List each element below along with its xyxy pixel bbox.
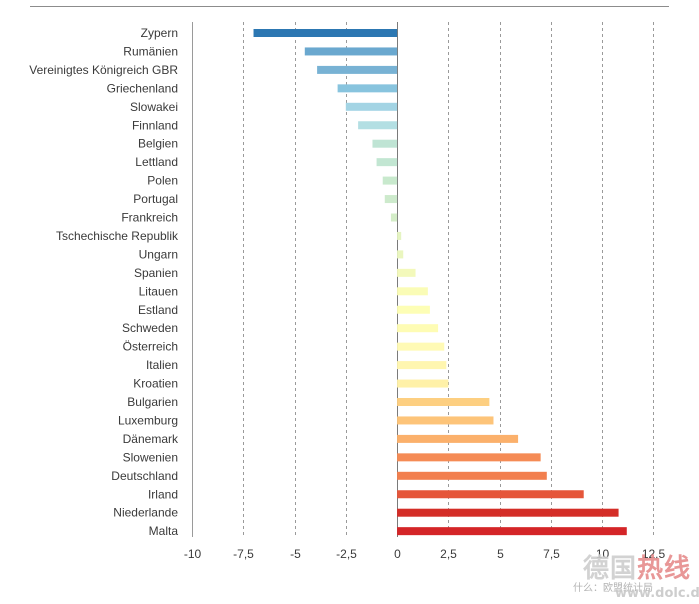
category-label: Zypern [141,26,178,40]
bar [397,527,627,536]
bar [397,508,619,517]
x-tick-label: 7,5 [543,547,560,561]
x-tick-label: -7,5 [233,547,254,561]
bar [397,268,416,277]
category-label: Ungarn [139,247,178,261]
category-label: Irland [148,487,178,501]
bar [397,231,402,240]
bar [337,84,398,93]
bar [376,158,398,167]
category-label: Rumänien [123,44,178,58]
category-label: Österreich [123,340,178,354]
bar [384,195,398,204]
category-label: Estland [138,303,178,317]
bar [397,416,494,425]
watermark-tagline: 什么：欧盟统计局 [573,583,653,594]
x-tick-label: 5 [497,547,504,561]
x-tick-label: 0 [394,547,401,561]
category-labels: Zypern Rumänien Vereinigtes Königreich GBR… [29,26,179,538]
bar [397,398,490,406]
bar [382,176,398,185]
bar [397,379,449,388]
category-label: Italien [146,358,178,372]
category-label: Frankreich [121,211,178,225]
category-label: Slowakei [130,100,178,114]
category-label: Bulgarien [127,395,178,409]
watermark-brand-b: 热线 [637,554,692,584]
watermark-url: www.dolc.de [615,586,699,601]
category-label: Kroatien [133,377,178,391]
category-label: Tschechische Republik [56,229,179,243]
category-label: Spanien [134,266,178,280]
category-label: Griechenland [107,81,178,95]
bar [372,139,398,148]
bar [304,47,398,56]
watermark: 德国热线 什么：欧盟统计局 www.dolc.de [573,548,699,601]
bar [397,471,547,480]
bar [345,102,398,111]
x-tick-label: -2,5 [336,547,357,561]
x-tick-label: 2,5 [440,547,457,561]
watermark-brand-a: 德国 [583,554,638,584]
bar [397,342,445,351]
category-label: Portugal [133,192,178,206]
bar [253,29,398,37]
x-tick-label: -10 [184,547,202,561]
bar [397,490,584,499]
bar [317,65,398,74]
category-label: Belgien [138,137,178,151]
category-label: Slowenien [123,450,178,464]
category-label: Deutschland [111,469,178,483]
category-label: Polen [147,174,178,188]
category-label: Malta [149,524,179,538]
category-label: Vereinigtes Königreich GBR [29,63,178,77]
category-label: Schweden [122,321,178,335]
bar [397,250,404,259]
bar [397,361,447,370]
category-label: Luxemburg [118,413,178,427]
bar [397,453,541,462]
category-label: Litauen [139,284,178,298]
category-label: Dänemark [123,432,179,446]
category-label: Finnland [132,118,178,132]
bar [397,324,439,333]
watermark-brand: 德国热线 [583,548,691,585]
bar [390,213,398,222]
bar [397,305,430,314]
x-tick-label: 10 [596,547,610,561]
x-tick-label: -5 [290,547,301,561]
bar [358,121,398,130]
x-tick-label: 12,5 [642,547,666,561]
bars [253,29,627,536]
bar [397,287,428,296]
category-label: Lettland [135,155,178,169]
bar [397,434,519,443]
category-label: Niederlande [113,506,178,520]
top-rule [30,6,669,7]
x-axis-ticks: -10 -7,5 -5 -2,5 0 2,5 5 7,5 10 12,5 [184,547,666,561]
